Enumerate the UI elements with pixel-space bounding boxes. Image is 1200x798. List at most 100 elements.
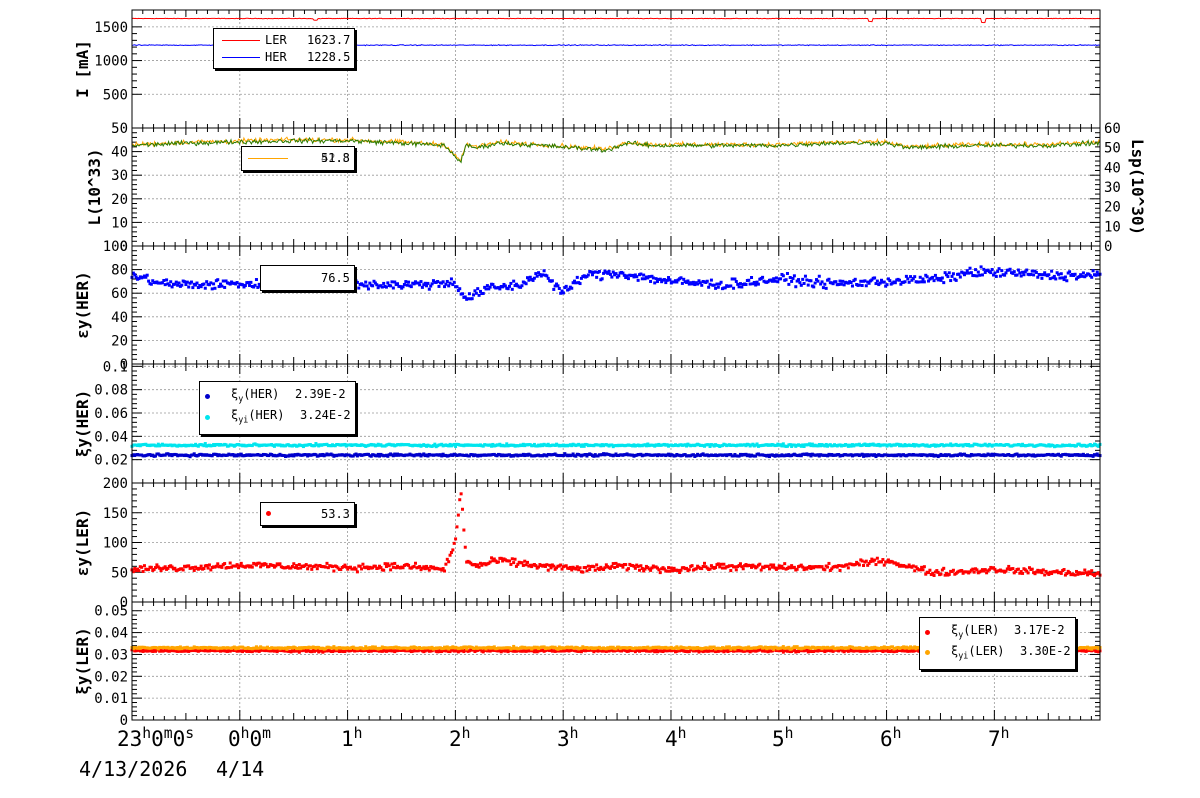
data-point [1040,571,1044,575]
data-point [1063,275,1067,279]
data-point [365,284,369,288]
data-point [708,444,712,448]
data-point [1016,567,1020,571]
data-point [137,277,141,281]
data-point [154,566,158,570]
data-point [585,569,589,573]
data-point [650,274,654,278]
data-point [864,559,868,563]
data-point [781,274,785,278]
data-point [1050,572,1054,576]
data-point [170,565,174,569]
data-point [420,285,424,289]
data-point [838,568,842,572]
data-point [650,566,654,570]
data-point [160,281,164,285]
data-point [331,565,335,569]
data-point [1068,571,1072,575]
data-point [830,567,834,571]
data-point [512,561,516,565]
data-point [748,282,752,286]
y2-tick-label: 20 [1104,200,1121,216]
data-point [413,561,417,565]
data-point [935,276,939,280]
data-point [376,286,380,290]
data-point [1008,267,1012,271]
data-point [805,278,809,282]
data-point [964,271,968,275]
data-point [354,452,358,456]
data-point [820,280,824,284]
data-point [382,281,386,285]
data-point [913,569,917,573]
data-point [809,279,813,283]
data-point [951,568,955,572]
data-point [545,274,549,278]
data-point [173,566,177,570]
data-point [169,280,173,284]
data-point [965,269,969,273]
data-point [592,454,596,458]
data-point [183,280,187,284]
data-point [1095,270,1099,274]
data-point [700,567,704,571]
y-axis-label: I [mA] [73,40,92,98]
data-point [573,279,577,283]
data-point [531,278,535,282]
data-point [560,567,564,571]
data-point [849,280,853,284]
y2-tick-label: 50 [1104,141,1121,157]
y-tick-label: 40 [111,145,128,161]
data-point [185,280,189,284]
data-point [310,650,314,654]
data-point [472,293,476,297]
data-point [346,567,350,571]
data-point [167,283,171,287]
data-point [177,281,181,285]
data-point [592,565,596,569]
data-point [477,293,481,297]
data-point [1039,273,1043,277]
data-point [987,568,991,572]
data-point [989,271,993,275]
data-point [559,291,563,295]
data-point [332,569,336,573]
data-point [553,284,557,288]
data-point [975,568,979,572]
data-point [918,568,922,572]
data-point [343,442,347,446]
data-point [245,649,249,653]
data-point [199,285,203,289]
data-point [559,563,563,567]
data-point [1025,569,1029,573]
data-point [805,567,809,571]
data-point [920,565,924,569]
data-point [788,566,792,570]
data-point [737,564,741,568]
data-point [131,570,135,574]
data-point [425,284,429,288]
data-point [313,444,317,448]
y-axis-label: ξy(LER) [73,627,92,694]
data-point [621,565,625,569]
data-point [668,278,672,282]
data-point [642,273,646,277]
data-point [451,548,455,552]
data-point [636,278,640,282]
data-point [354,279,358,283]
data-point [401,285,405,289]
data-point [1090,569,1094,573]
data-point [476,287,480,291]
data-point [809,444,813,448]
data-point [972,570,976,574]
data-point [202,567,206,571]
y-tick-label: 0 [120,713,128,729]
y-tick-label: 1500 [94,20,128,36]
data-point [358,564,362,568]
data-point [1034,270,1038,274]
y2-axis-label: Lsp(10^30) [1128,139,1147,235]
data-point [1058,276,1062,280]
data-point [802,281,806,285]
data-point [722,562,726,566]
data-point [714,566,718,570]
